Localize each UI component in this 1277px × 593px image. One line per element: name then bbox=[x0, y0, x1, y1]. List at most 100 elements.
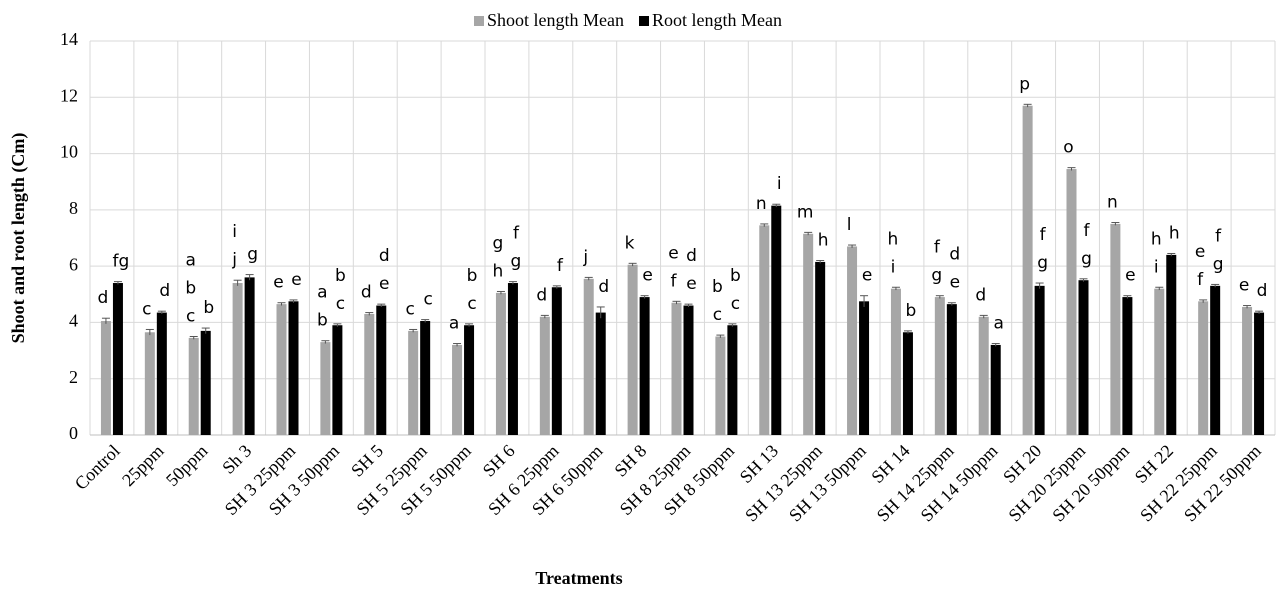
bar bbox=[1210, 285, 1221, 435]
bar bbox=[539, 316, 550, 435]
significance-letter: a bbox=[186, 251, 196, 271]
significance-letter: d bbox=[159, 281, 170, 301]
significance-letter: d bbox=[949, 245, 960, 265]
significance-letter: fg bbox=[113, 252, 130, 272]
bar bbox=[803, 233, 814, 435]
significance-letter: g bbox=[511, 252, 522, 272]
significance-letter: e bbox=[862, 266, 872, 286]
significance-letter: h bbox=[1169, 223, 1180, 243]
significance-letter: f bbox=[1197, 270, 1204, 290]
significance-letter: d bbox=[361, 283, 372, 303]
legend-label: Shoot length Mean bbox=[487, 10, 624, 30]
bar bbox=[376, 305, 387, 435]
significance-letter: e bbox=[950, 273, 960, 293]
significance-letter: c bbox=[423, 290, 432, 310]
significance-letter: i bbox=[777, 174, 782, 194]
significance-letter: g bbox=[1037, 253, 1048, 273]
significance-letter: j bbox=[582, 247, 588, 267]
legend-swatch bbox=[474, 16, 484, 26]
significance-letter: c bbox=[142, 299, 151, 319]
bar bbox=[1022, 105, 1033, 435]
significance-letter: f bbox=[1040, 225, 1047, 245]
bar bbox=[507, 283, 518, 435]
bar bbox=[639, 297, 650, 435]
significance-letter: g bbox=[247, 245, 258, 265]
legend-label: Root length Mean bbox=[652, 10, 782, 30]
bar bbox=[364, 313, 375, 435]
significance-letter: l bbox=[847, 215, 852, 235]
significance-letter: d bbox=[536, 285, 547, 305]
y-tick-label: 14 bbox=[60, 29, 78, 49]
bar bbox=[902, 332, 913, 435]
significance-letter: e bbox=[642, 266, 652, 286]
significance-letter: e bbox=[379, 274, 389, 294]
significance-letter: c bbox=[467, 294, 476, 314]
bar bbox=[1122, 297, 1133, 435]
y-tick-label: 4 bbox=[69, 311, 78, 331]
significance-letter: b bbox=[335, 266, 346, 286]
significance-letter: f bbox=[671, 271, 678, 291]
significance-letter: h bbox=[493, 261, 504, 281]
significance-letter: f bbox=[513, 224, 520, 244]
bar bbox=[978, 316, 989, 435]
bar bbox=[464, 325, 475, 435]
significance-letter: i bbox=[1154, 257, 1159, 277]
bar bbox=[495, 292, 506, 435]
significance-letter: b bbox=[906, 301, 917, 321]
y-axis-title: Shoot and root length (Cm) bbox=[8, 133, 29, 344]
bar bbox=[551, 287, 562, 435]
significance-letter: f bbox=[557, 256, 564, 276]
bar bbox=[890, 288, 901, 435]
y-tick-label: 2 bbox=[69, 367, 78, 387]
bar bbox=[232, 283, 243, 435]
significance-letter: e bbox=[1125, 266, 1135, 286]
y-tick-label: 6 bbox=[69, 254, 78, 274]
bar bbox=[1110, 223, 1121, 435]
significance-letter: d bbox=[98, 288, 109, 308]
significance-letter: c bbox=[713, 305, 722, 325]
bar bbox=[200, 330, 211, 435]
bar bbox=[946, 304, 957, 435]
significance-letter: e bbox=[1239, 276, 1249, 296]
bar bbox=[320, 342, 331, 435]
bar bbox=[112, 283, 123, 435]
bar bbox=[990, 344, 1001, 435]
significance-letter: c bbox=[336, 294, 345, 314]
significance-letter: e bbox=[668, 243, 678, 263]
significance-letter: b bbox=[467, 266, 478, 286]
x-tick-label: SH 5 bbox=[347, 441, 387, 481]
significance-letter: m bbox=[797, 202, 814, 222]
significance-letter: g bbox=[1081, 249, 1092, 269]
significance-letter: i bbox=[232, 222, 237, 242]
bar bbox=[188, 337, 199, 435]
bar bbox=[332, 325, 343, 435]
significance-letter: j bbox=[231, 250, 237, 270]
significance-letter: h bbox=[1151, 229, 1162, 249]
bar bbox=[1198, 301, 1209, 435]
bar bbox=[727, 325, 738, 435]
y-tick-label: 8 bbox=[69, 198, 78, 218]
significance-letter: b bbox=[317, 311, 328, 331]
significance-letter: g bbox=[931, 266, 942, 286]
significance-letter: d bbox=[1257, 281, 1268, 301]
legend-swatch bbox=[639, 16, 649, 26]
bar bbox=[595, 312, 606, 435]
x-tick-label: Sh 3 bbox=[218, 441, 255, 478]
bar bbox=[671, 302, 682, 435]
bar bbox=[420, 321, 431, 435]
significance-letter: d bbox=[598, 277, 609, 297]
bar bbox=[583, 278, 594, 435]
bar bbox=[144, 332, 155, 435]
y-tick-label: 10 bbox=[60, 142, 78, 162]
y-tick-label: 0 bbox=[69, 423, 78, 443]
significance-letter: o bbox=[1063, 138, 1073, 158]
y-tick-label: 12 bbox=[60, 85, 78, 105]
significance-letter: h bbox=[818, 231, 829, 251]
significance-letter: b bbox=[203, 298, 214, 318]
significance-letter: h bbox=[888, 229, 899, 249]
bar bbox=[1078, 280, 1089, 435]
significance-letter: a bbox=[994, 314, 1004, 334]
significance-letter: f bbox=[934, 238, 941, 258]
significance-letter: k bbox=[625, 233, 635, 253]
